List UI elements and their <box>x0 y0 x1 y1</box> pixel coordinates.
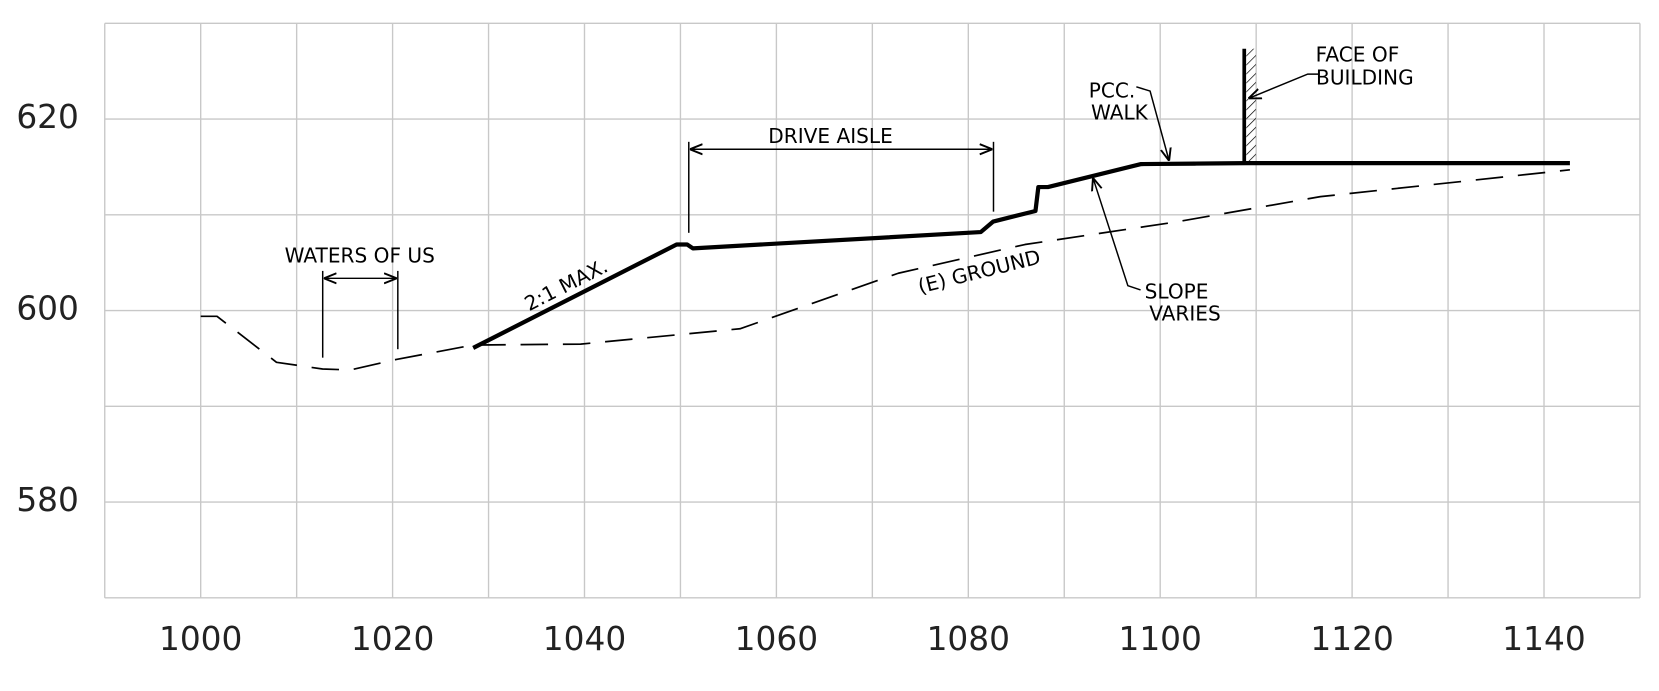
annotation: PCC. <box>1089 78 1136 102</box>
annotation: WATERS OF US <box>285 243 435 267</box>
annotation: SLOPE <box>1145 279 1209 303</box>
y-tick-label: 620 <box>16 98 79 136</box>
annotation: BUILDING <box>1316 66 1414 90</box>
x-tick-label: 1020 <box>351 620 434 658</box>
x-tick-label: 1080 <box>927 620 1010 658</box>
annotation: (E) GROUND <box>915 245 1042 299</box>
annotation: VARIES <box>1149 302 1221 326</box>
building-hatch <box>1246 48 1256 162</box>
leader <box>1093 178 1141 291</box>
y-tick-label: 580 <box>16 481 79 519</box>
leader <box>1136 86 1169 161</box>
x-tick-label: 1060 <box>735 620 818 658</box>
x-tick-label: 1120 <box>1310 620 1393 658</box>
y-tick-label: 600 <box>16 290 79 328</box>
annotation: FACE OF <box>1316 42 1400 66</box>
x-tick-label: 1140 <box>1502 620 1585 658</box>
existing-ground-line <box>200 168 1571 371</box>
x-tick-label: 1040 <box>543 620 626 658</box>
x-tick-label: 1000 <box>159 620 242 658</box>
x-tick-label: 1100 <box>1118 620 1201 658</box>
annotation: WALK <box>1091 101 1149 125</box>
leader <box>1248 73 1319 98</box>
annotation: DRIVE AISLE <box>768 124 893 148</box>
grid: 1000 1020 1040 1060 1080 1100 1120 1140 580 600 62… <box>16 22 1641 658</box>
